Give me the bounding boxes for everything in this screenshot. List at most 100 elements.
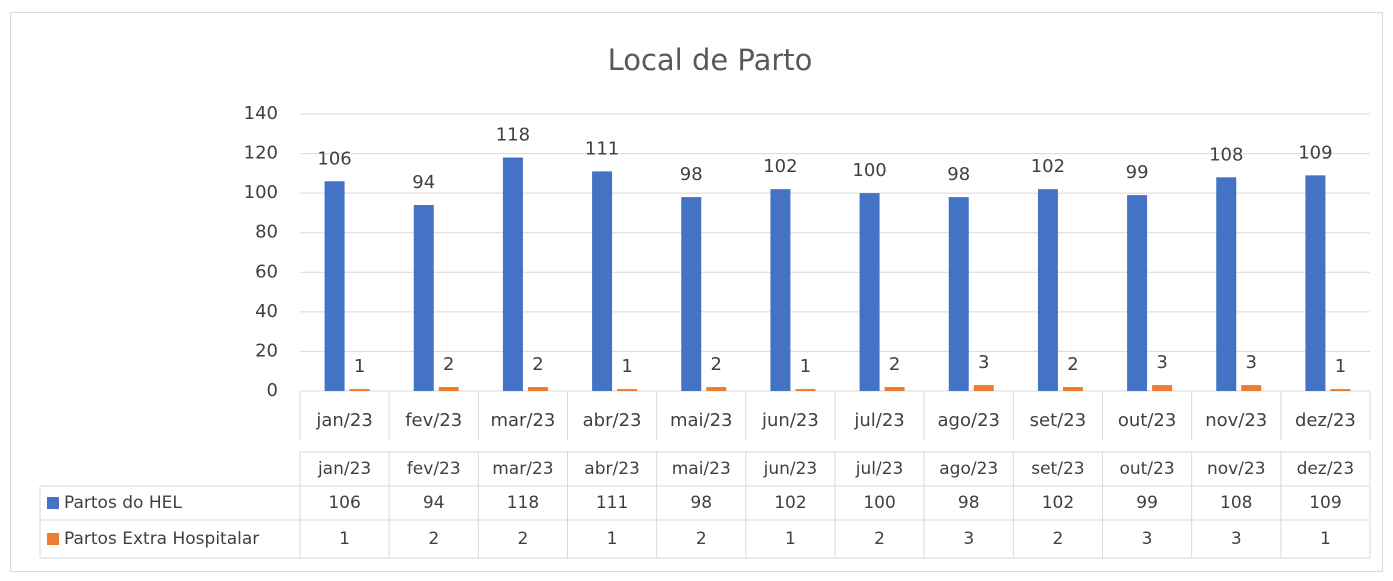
data-label: 2 [889, 354, 900, 375]
table-header: mar/23 [492, 459, 553, 479]
data-label: 3 [978, 352, 989, 373]
x-tick-label: ago/23 [938, 410, 1000, 431]
table-cell: 99 [1136, 493, 1158, 513]
data-label: 109 [1298, 142, 1332, 163]
x-tick-label: fev/23 [405, 410, 462, 431]
x-tick-label: out/23 [1118, 410, 1176, 431]
bar [770, 189, 791, 391]
y-tick-label: 20 [255, 340, 278, 361]
legend-label: Partos do HEL [64, 493, 182, 513]
bar [1216, 177, 1237, 391]
chart-title: Local de Parto [608, 43, 813, 77]
table-cell: 3 [1231, 529, 1242, 549]
table-cell: 1 [785, 529, 796, 549]
x-tick-label: abr/23 [583, 410, 642, 431]
table-cell: 94 [423, 493, 445, 513]
y-tick-label: 140 [244, 103, 278, 124]
table-header: ago/23 [939, 459, 998, 479]
bar [1127, 195, 1148, 391]
bar [1330, 389, 1351, 391]
table-cell: 102 [774, 493, 806, 513]
y-tick-label: 80 [255, 222, 278, 243]
bar [527, 387, 548, 391]
data-label: 108 [1209, 144, 1243, 165]
table-cell: 108 [1220, 493, 1252, 513]
table-cell: 2 [428, 529, 439, 549]
table-header: jul/23 [855, 459, 904, 479]
table-cell: 111 [596, 493, 628, 513]
table-header: fev/23 [407, 459, 461, 479]
data-label: 1 [1335, 356, 1346, 377]
table-cell: 118 [507, 493, 539, 513]
data-label: 3 [1246, 352, 1257, 373]
bar [502, 157, 523, 391]
data-label: 106 [317, 148, 351, 169]
data-label: 1 [354, 356, 365, 377]
x-tick-label: mai/23 [670, 410, 733, 431]
x-tick-label: set/23 [1030, 410, 1086, 431]
table-cell: 109 [1309, 493, 1341, 513]
x-tick-label: jul/23 [853, 410, 904, 431]
bar [795, 389, 816, 391]
bar [349, 389, 370, 391]
data-label: 102 [763, 156, 797, 177]
data-label: 98 [680, 164, 703, 185]
bar [1062, 387, 1083, 391]
data-label: 3 [1156, 352, 1167, 373]
x-tick-label: dez/23 [1295, 410, 1356, 431]
y-tick-label: 40 [255, 301, 278, 322]
legend-marker [47, 497, 59, 509]
data-label: 1 [621, 356, 632, 377]
table-cell: 1 [607, 529, 618, 549]
bar [1152, 385, 1173, 391]
bar [413, 205, 434, 391]
bar [973, 385, 994, 391]
table-header: out/23 [1119, 459, 1174, 479]
table-header: jun/23 [763, 459, 818, 479]
table-header: set/23 [1031, 459, 1084, 479]
bar [1037, 189, 1058, 391]
bar [859, 193, 880, 391]
x-tick-label: jun/23 [761, 410, 819, 431]
bar [1241, 385, 1262, 391]
data-label: 2 [443, 354, 454, 375]
bar [884, 387, 905, 391]
table-header: dez/23 [1297, 459, 1355, 479]
legend-marker [47, 533, 59, 545]
bar [324, 181, 345, 391]
bar [438, 387, 459, 391]
table-header: jan/23 [317, 459, 371, 479]
table-cell: 2 [874, 529, 885, 549]
table-cell: 106 [328, 493, 360, 513]
bar [681, 197, 702, 391]
bar [1305, 175, 1326, 391]
table-header: nov/23 [1207, 459, 1266, 479]
table-cell: 98 [958, 493, 980, 513]
bar [706, 387, 727, 391]
bar [592, 171, 613, 391]
table-cell: 2 [696, 529, 707, 549]
data-label: 1 [800, 356, 811, 377]
data-label: 94 [412, 172, 435, 193]
table-header: mai/23 [672, 459, 731, 479]
table-header: abr/23 [584, 459, 640, 479]
table-cell: 1 [339, 529, 350, 549]
y-tick-label: 120 [244, 143, 278, 164]
table-cell: 3 [963, 529, 974, 549]
legend-label: Partos Extra Hospitalar [64, 529, 259, 549]
table-cell: 2 [1053, 529, 1064, 549]
data-label: 98 [947, 164, 970, 185]
y-tick-label: 0 [267, 380, 278, 401]
bar [948, 197, 969, 391]
y-tick-label: 100 [244, 182, 278, 203]
x-tick-label: mar/23 [490, 410, 555, 431]
data-label: 111 [585, 138, 619, 159]
data-label: 2 [711, 354, 722, 375]
data-label: 99 [1126, 162, 1149, 183]
table-cell: 3 [1142, 529, 1153, 549]
table-cell: 2 [518, 529, 529, 549]
data-label: 118 [496, 125, 530, 146]
data-label: 2 [532, 354, 543, 375]
table-cell: 1 [1320, 529, 1331, 549]
